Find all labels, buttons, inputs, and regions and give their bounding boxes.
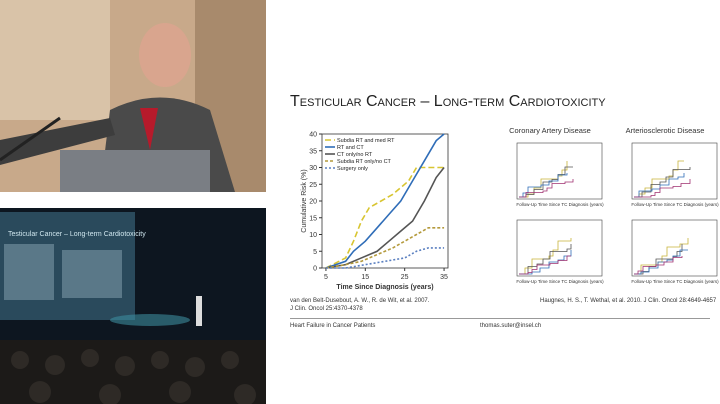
panel-frame [516, 219, 603, 277]
panel-title: Coronary Artery Disease [509, 126, 591, 135]
panel-curve [634, 244, 683, 275]
y-tick-label: 25 [309, 182, 317, 189]
panel-x-label: Follow-Up Time Since TC Diagnosis (years… [631, 279, 719, 284]
x-tick-label: 5 [324, 274, 328, 281]
panel-curve [519, 161, 568, 198]
legend-label: Subdia RT and med RT [337, 138, 395, 144]
wall [0, 0, 110, 120]
panel-curve [634, 238, 689, 275]
panel-x-label: Follow-Up Time Since TC Diagnosis (years… [516, 279, 604, 284]
panel-curve [519, 250, 572, 275]
legend-label: CT only/no RT [337, 152, 373, 158]
arm [0, 118, 115, 165]
tie [140, 108, 158, 150]
panel-x-label: Follow-Up Time Since TC Diagnosis (years… [516, 202, 604, 207]
y-tick-label: 5 [313, 249, 317, 256]
y-tick-label: 40 [309, 132, 317, 139]
microphone [0, 116, 61, 162]
legend-label: RT and CT [337, 145, 364, 151]
small-charts: Coronary Artery Disease Follow-Up Time Si… [509, 126, 719, 284]
panel-curve [519, 244, 572, 275]
panel-x-label: Follow-Up Time Since TC Diagnosis (years… [631, 202, 719, 207]
citation: van den Belt-Dusebout, A. W., R. de Wit,… [290, 298, 430, 304]
panel-curve [519, 255, 571, 275]
projected-chart [4, 244, 54, 300]
projected-chart [62, 250, 122, 298]
legend-label: Surgery only [337, 166, 368, 172]
stage-light [110, 314, 190, 326]
y-tick-label: 10 [309, 232, 317, 239]
footer-rule [290, 318, 710, 319]
x-axis-label: Time Since Diagnosis (years) [336, 284, 433, 291]
panel-curve [634, 160, 684, 198]
panel-curve [519, 179, 574, 198]
panel-curve [634, 173, 685, 198]
panel-curve [634, 249, 688, 275]
podium [60, 150, 210, 192]
panel-curve [519, 166, 573, 198]
legend-label: Subdia RT only/no CT [337, 159, 392, 165]
citation: J Clin. Oncol 25:4370-4378 [290, 306, 363, 312]
slide-title: Testicular Cancer – Long-term Cardiotoxi… [290, 93, 606, 110]
y-tick-label: 20 [309, 199, 317, 206]
series-line [325, 247, 445, 269]
panel-curve [634, 179, 691, 198]
projected-title: Testicular Cancer – Long-term Cardiotoxi… [8, 231, 146, 238]
x-tick-label: 25 [401, 274, 409, 281]
heads [11, 349, 256, 404]
y-tick-label: 35 [309, 148, 317, 155]
series-line [325, 167, 445, 269]
head [139, 23, 191, 87]
y-tick-label: 15 [309, 215, 317, 222]
series-line [325, 227, 445, 269]
y-axis-label: Cumulative Risk (%) [301, 169, 308, 232]
presenter [196, 296, 202, 326]
citation: Haugnes, H. S., T. Wethal, et al. 2010. … [540, 298, 717, 304]
footer: thomas.suter@insel.ch [480, 323, 542, 329]
series-line [325, 133, 445, 269]
x-tick-label: 35 [440, 274, 448, 281]
panel-frame [516, 142, 603, 200]
panel-curve [519, 238, 572, 275]
series-line [325, 166, 445, 269]
panel-title: Arteriosclerotic Disease [626, 126, 705, 135]
panel-frame [631, 142, 718, 200]
panel-curve [519, 173, 568, 198]
y-tick-label: 30 [309, 165, 317, 172]
panel-curve [634, 256, 683, 275]
panel-frame [631, 219, 718, 277]
x-tick-label: 15 [361, 274, 369, 281]
y-tick-label: 0 [313, 266, 317, 273]
panel-curve [634, 167, 691, 198]
footer: Heart Failure in Cancer Patients [290, 323, 376, 329]
